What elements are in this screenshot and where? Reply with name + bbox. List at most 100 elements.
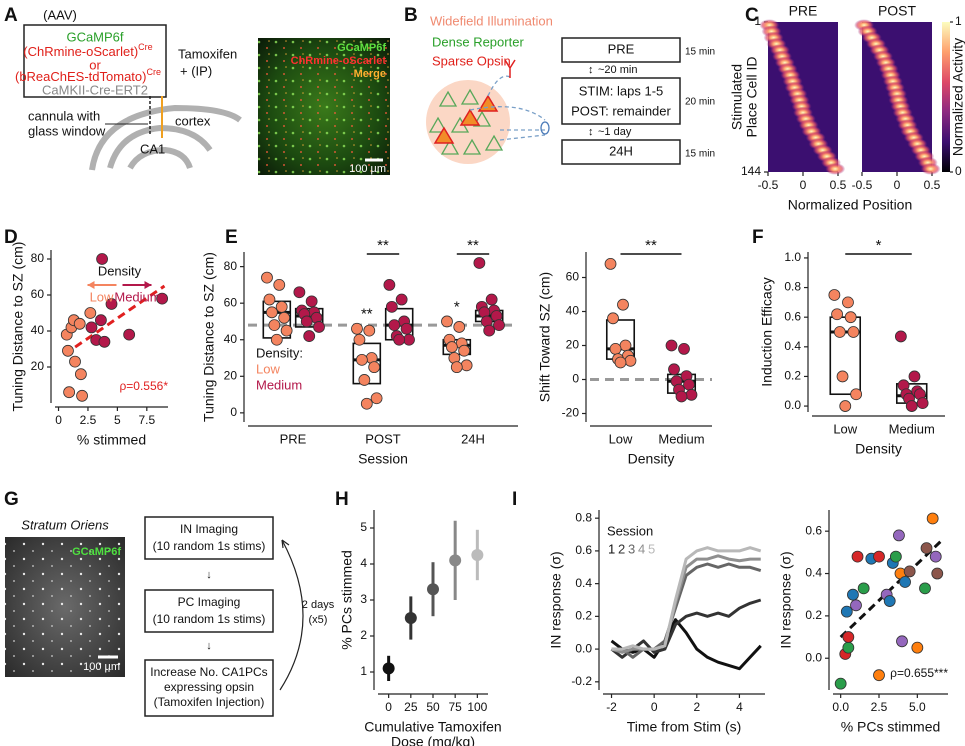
x-tick-label: -0.5	[758, 178, 779, 192]
x-tick-label: Medium	[658, 431, 704, 446]
panel-label: H	[335, 489, 349, 510]
x-axis-label: % stimmed	[77, 432, 146, 448]
image-label: GCaMP6f	[337, 42, 386, 54]
legend-label: 1	[608, 541, 615, 556]
y-axis-label: % PCs stimmed	[339, 550, 355, 650]
x-tick-label: 100	[467, 700, 487, 714]
aav-label: (AAV)	[43, 7, 77, 22]
step-text: Increase No. CA1PCs	[150, 665, 267, 679]
cannula-label: glass window	[28, 123, 106, 138]
y-tick-label: 0.0	[784, 398, 801, 412]
x-tick-label: 5	[114, 413, 121, 427]
point	[358, 374, 371, 386]
point	[263, 293, 276, 306]
point	[607, 312, 619, 325]
step-arrow: ↓	[206, 640, 212, 652]
line	[611, 562, 762, 659]
x-tick-label: 0.0	[832, 700, 849, 714]
point	[450, 361, 463, 374]
point	[896, 635, 908, 648]
line	[610, 618, 762, 671]
significance: **	[467, 237, 479, 254]
light-icon	[504, 59, 516, 78]
box	[294, 307, 324, 328]
panel-label: I	[512, 489, 517, 510]
y-tick-label: 40	[566, 304, 580, 318]
loop-arrow	[279, 539, 304, 691]
point	[105, 298, 118, 310]
legend-label: Low	[256, 361, 280, 376]
opsin-1-name: (ChRmine-oScarlet)	[23, 44, 138, 59]
construct-box	[23, 24, 167, 98]
annotation: ρ=0.655***	[890, 666, 948, 680]
x-tick-label: 2.5	[871, 700, 888, 714]
legend-label: 3	[628, 541, 635, 556]
y-tick-label: 0.2	[784, 369, 801, 383]
point	[74, 368, 87, 381]
point	[275, 300, 288, 313]
point	[300, 315, 313, 328]
legend-arrowhead	[144, 281, 152, 289]
point	[265, 306, 278, 319]
step-text: expressing opsin	[164, 680, 254, 694]
electrode	[540, 121, 550, 135]
point	[383, 279, 396, 291]
point	[351, 322, 363, 335]
session-box	[561, 139, 681, 165]
point	[894, 330, 907, 343]
point	[920, 542, 933, 555]
x-tick-label: 0	[800, 178, 807, 192]
y-axis-label: Stimulated	[729, 64, 745, 130]
point	[619, 339, 632, 352]
point	[624, 354, 637, 367]
point	[609, 342, 622, 355]
y-tick-label: 20	[224, 368, 238, 382]
significance: *	[454, 298, 460, 315]
point	[370, 392, 383, 405]
annotation: ρ=0.556*	[119, 379, 168, 393]
x-tick-label: 2	[693, 700, 700, 714]
point	[62, 344, 74, 357]
legend-label: Medium	[256, 377, 302, 392]
x-tick-label: 0.5	[830, 178, 847, 192]
point	[617, 298, 629, 311]
scale-label: 100 µm	[349, 163, 386, 175]
x-tick-label: 0	[385, 700, 392, 714]
loop-label: 2 days	[302, 599, 335, 611]
point	[614, 356, 627, 369]
x-tick-label: PRE	[280, 431, 307, 446]
y-tick-label: 3	[360, 592, 367, 606]
x-tick-label: Low	[833, 421, 857, 436]
heatmap-peak	[825, 162, 846, 175]
point	[919, 582, 931, 595]
y-axis-label: Tuning Distance to SZ (cm)	[10, 242, 26, 412]
y-tick-label: 0.6	[784, 309, 801, 323]
y-axis-label: Place Cell ID	[744, 57, 760, 138]
y-axis-label: IN response (σ)	[778, 551, 794, 648]
point	[685, 388, 698, 401]
point	[313, 321, 325, 333]
y-tick-label: 0.6	[805, 523, 822, 537]
opsin-1-sup: Cre	[138, 42, 153, 52]
point	[98, 335, 111, 348]
point	[893, 529, 905, 542]
gap-label: ~1 day	[598, 126, 632, 138]
y-tick-label: 5	[360, 520, 367, 534]
point	[493, 319, 505, 332]
legend-reporter: Dense Reporter	[432, 34, 524, 49]
colorbar-tick-label: 1	[955, 14, 962, 28]
session-label: 24H	[609, 143, 633, 158]
opsin-2: (bReaChES-tdTomato)Cre	[15, 67, 161, 84]
point	[453, 321, 466, 333]
point	[842, 296, 854, 309]
legend-label: 5	[648, 541, 655, 556]
point	[63, 386, 76, 399]
point	[449, 554, 462, 567]
significance: **	[377, 237, 389, 254]
legend-arrowhead	[87, 281, 95, 289]
y-tick-label: -20	[562, 406, 580, 420]
y-tick-label: 0.6	[575, 543, 592, 557]
point	[460, 359, 473, 372]
point	[908, 370, 921, 383]
point	[95, 314, 107, 327]
